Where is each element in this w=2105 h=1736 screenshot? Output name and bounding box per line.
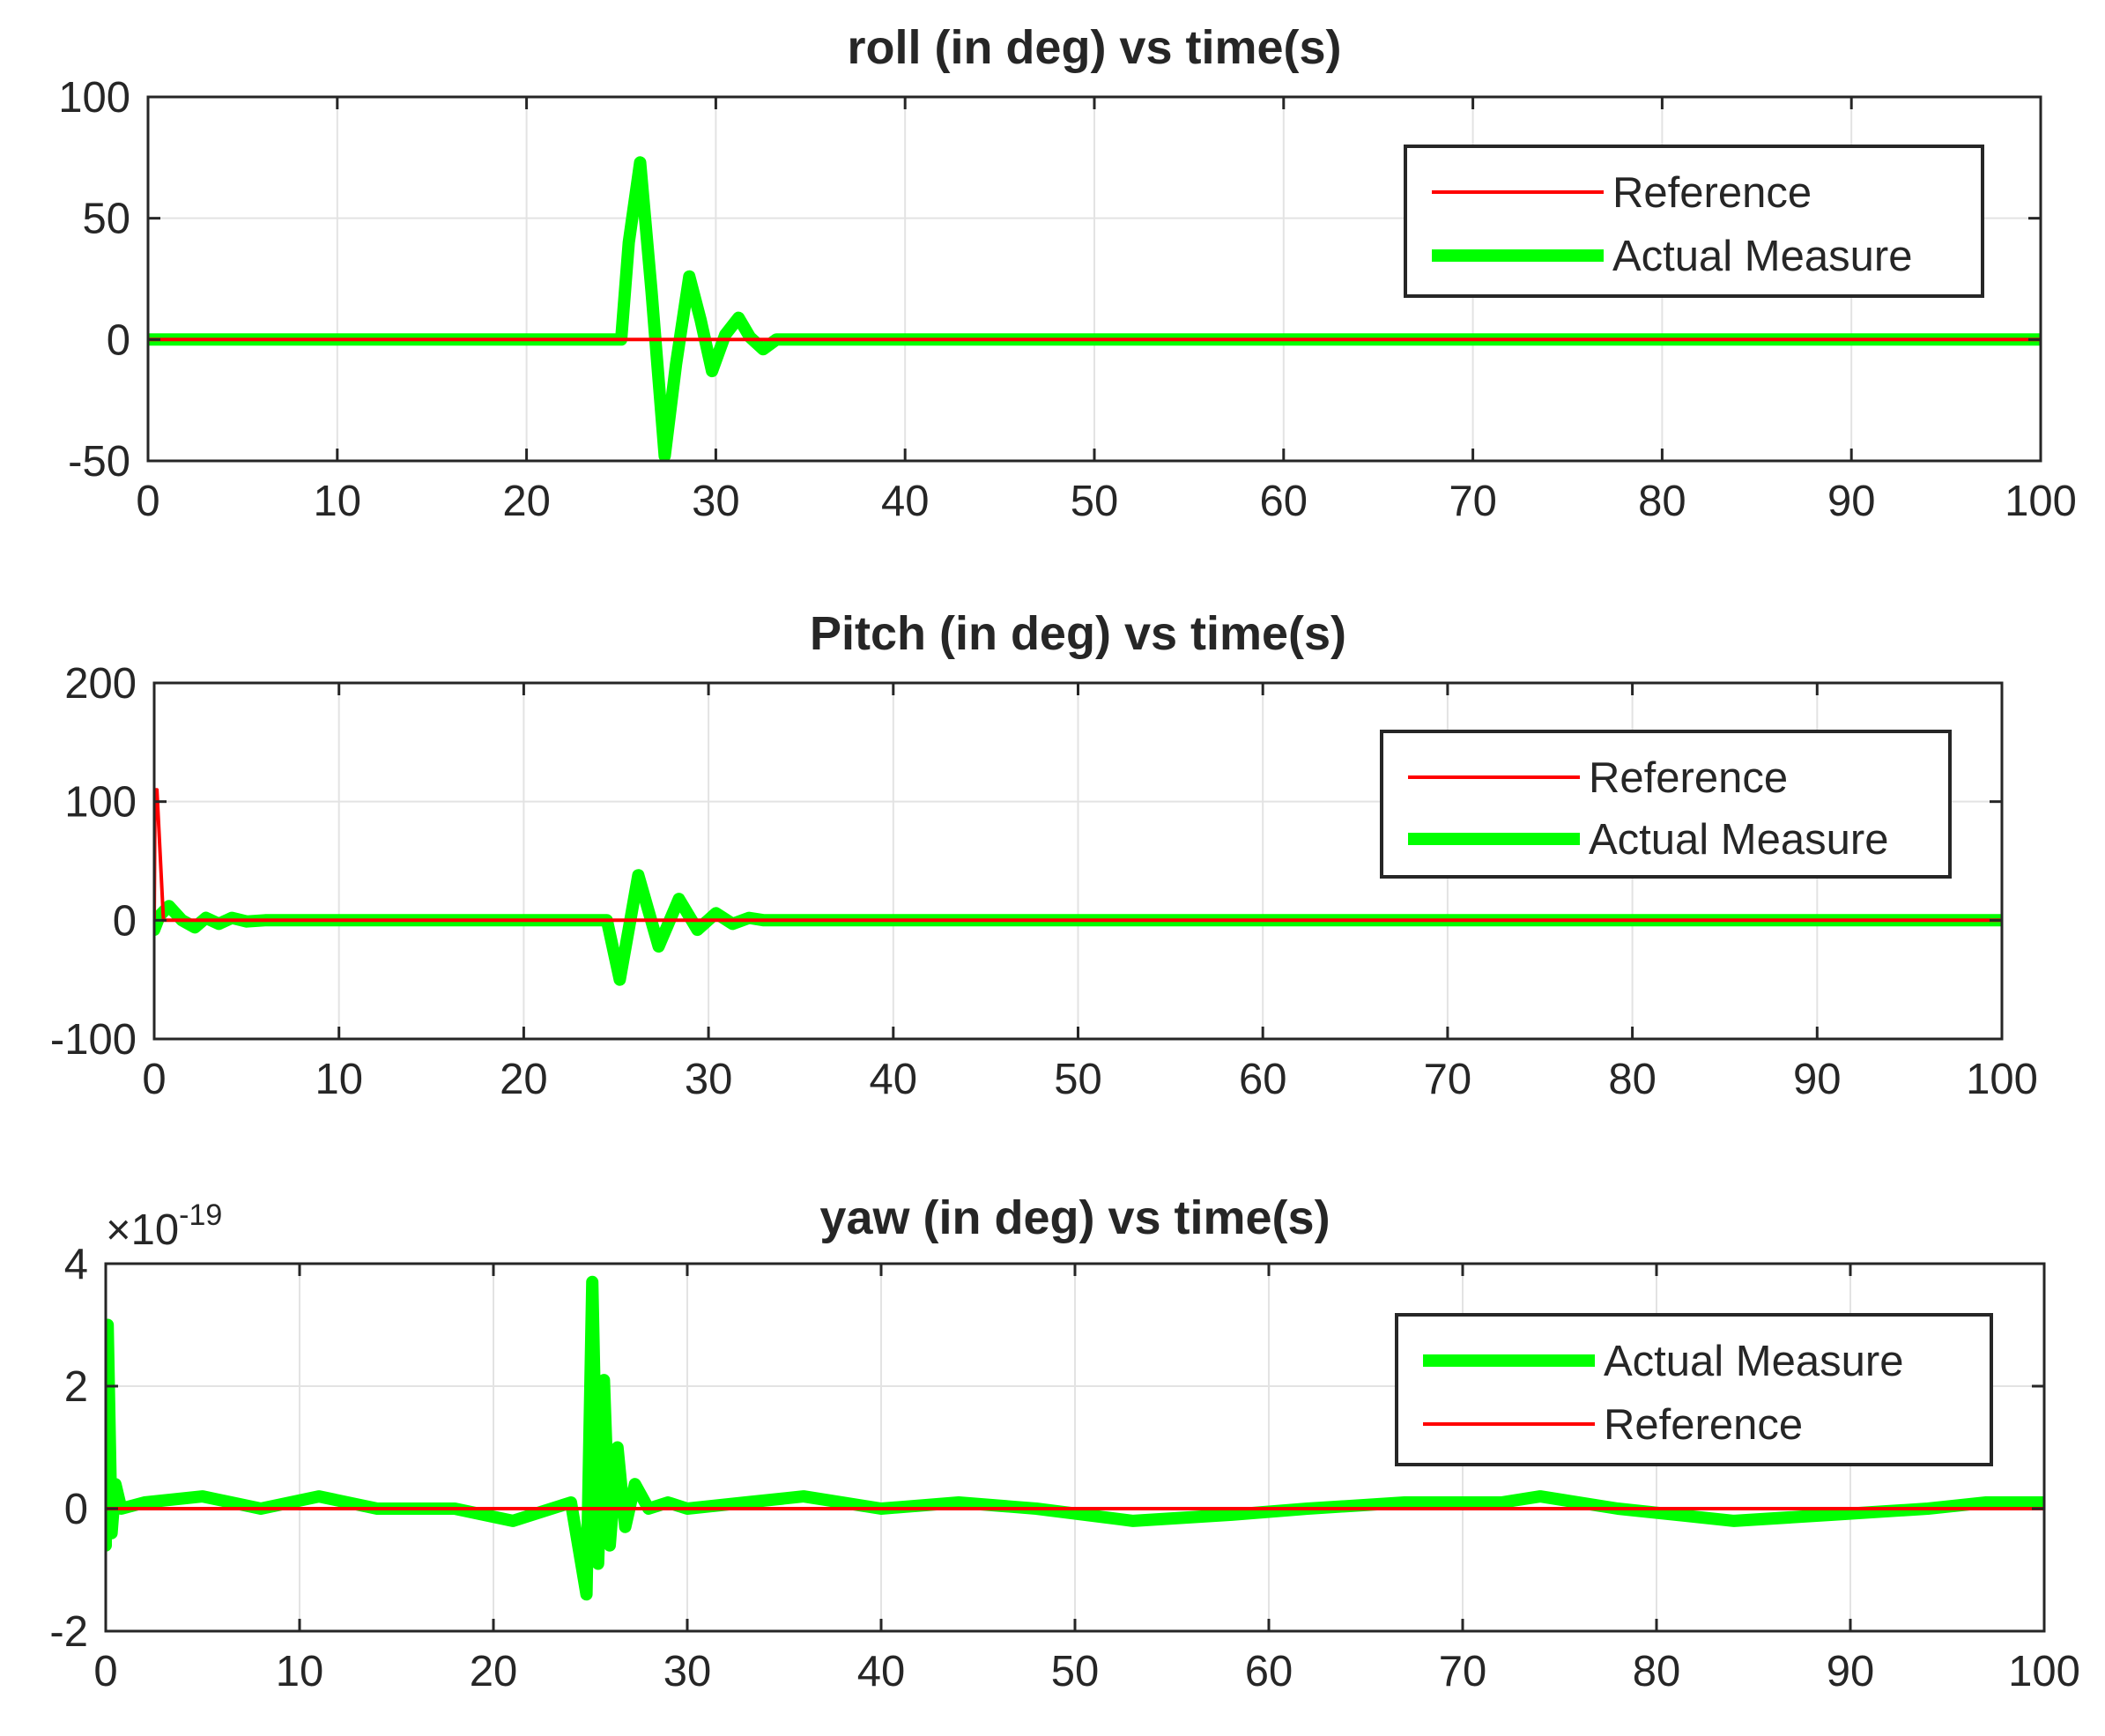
roll-x-tick-label-7: 70 xyxy=(1449,478,1497,525)
yaw-legend: Actual Measure Reference xyxy=(1395,1313,1993,1466)
yaw-legend-label-reference: Reference xyxy=(1604,1401,1803,1449)
pitch-x-tick-label-7: 70 xyxy=(1424,1056,1472,1103)
yaw-x-tick-label-8: 80 xyxy=(1633,1648,1681,1695)
pitch-x-tick-label-0: 0 xyxy=(142,1056,166,1103)
pitch-x-tick-label-9: 90 xyxy=(1793,1056,1842,1103)
roll-legend: Reference Actual Measure xyxy=(1404,145,1984,298)
yaw-x-tick-label-4: 40 xyxy=(857,1648,906,1695)
roll-y-tick-label-2: 50 xyxy=(82,196,130,243)
pitch-x-tick-label-1: 10 xyxy=(315,1056,363,1103)
roll-x-tick-label-6: 60 xyxy=(1260,478,1308,525)
yaw-y-tick-label-1: 0 xyxy=(64,1486,88,1533)
pitch-chart-title: Pitch (in deg) vs time(s) xyxy=(810,607,1346,660)
pitch-x-tick-label-8: 80 xyxy=(1608,1056,1657,1103)
pitch-x-tick-label-2: 20 xyxy=(500,1056,548,1103)
roll-x-tick-label-8: 80 xyxy=(1638,478,1686,525)
roll-series-group xyxy=(148,156,2041,463)
roll-x-tick-label-5: 50 xyxy=(1071,478,1119,525)
yaw-y-scale-base: ×10 xyxy=(106,1206,179,1254)
pitch-x-tick-label-10: 100 xyxy=(1966,1056,2038,1103)
pitch-y-tick-label-3: 200 xyxy=(64,660,137,708)
roll-x-tick-label-0: 0 xyxy=(136,478,159,525)
yaw-y-tick-label-3: 4 xyxy=(64,1241,88,1288)
pitch-x-tick-label-5: 50 xyxy=(1054,1056,1102,1103)
yaw-series-group xyxy=(106,1275,2044,1601)
pitch-y-tick-label-1: 0 xyxy=(113,897,137,945)
roll-x-tick-label-9: 90 xyxy=(1827,478,1876,525)
roll-x-tick-label-10: 100 xyxy=(2005,478,2077,525)
yaw-x-tick-label-0: 0 xyxy=(93,1648,117,1695)
yaw-y-tick-label-0: -2 xyxy=(49,1608,88,1656)
pitch-y-tick-label-0: -100 xyxy=(50,1016,137,1064)
pitch-x-tick-label-4: 40 xyxy=(870,1056,918,1103)
roll-y-tick-label-1: 0 xyxy=(107,316,130,364)
yaw-y-scale-factor: ×10-19 xyxy=(106,1198,222,1254)
roll-x-tick-label-1: 10 xyxy=(314,478,362,525)
pitch-legend: Reference Actual Measure xyxy=(1380,730,1952,879)
yaw-x-tick-label-6: 60 xyxy=(1245,1648,1293,1695)
roll-y-tick-label-0: -50 xyxy=(68,438,130,486)
yaw-x-tick-label-9: 90 xyxy=(1827,1648,1875,1695)
yaw-y-scale-exponent: -19 xyxy=(179,1198,222,1232)
roll-x-tick-label-3: 30 xyxy=(692,478,740,525)
roll-legend-label-reference: Reference xyxy=(1612,169,1812,217)
yaw-legend-box xyxy=(1395,1313,1993,1466)
pitch-x-tick-label-3: 30 xyxy=(685,1056,733,1103)
yaw-x-tick-label-7: 70 xyxy=(1439,1648,1487,1695)
roll-y-tick-label-3: 100 xyxy=(58,74,130,122)
pitch-legend-label-actual-measure: Actual Measure xyxy=(1589,816,1888,864)
roll-chart-title: roll (in deg) vs time(s) xyxy=(847,21,1341,74)
yaw-y-tick-label-2: 2 xyxy=(64,1363,88,1411)
pitch-legend-box xyxy=(1380,730,1952,879)
yaw-x-tick-label-2: 20 xyxy=(470,1648,518,1695)
pitch-legend-label-reference: Reference xyxy=(1589,754,1788,802)
yaw-x-tick-label-5: 50 xyxy=(1051,1648,1100,1695)
roll-legend-label-actual-measure: Actual Measure xyxy=(1612,233,1912,280)
yaw-x-tick-label-1: 10 xyxy=(276,1648,324,1695)
yaw-legend-label-actual-measure: Actual Measure xyxy=(1604,1338,1903,1385)
yaw-chart-title: yaw (in deg) vs time(s) xyxy=(819,1191,1330,1244)
roll-legend-box xyxy=(1404,145,1984,298)
roll-x-tick-label-2: 20 xyxy=(502,478,551,525)
yaw-x-tick-label-3: 30 xyxy=(663,1648,712,1695)
yaw-series-actual-measure-line xyxy=(106,1275,2044,1601)
yaw-x-tick-label-10: 100 xyxy=(2008,1648,2080,1695)
pitch-y-tick-label-2: 100 xyxy=(64,779,137,827)
pitch-x-tick-label-6: 60 xyxy=(1239,1056,1287,1103)
roll-x-tick-label-4: 40 xyxy=(881,478,930,525)
